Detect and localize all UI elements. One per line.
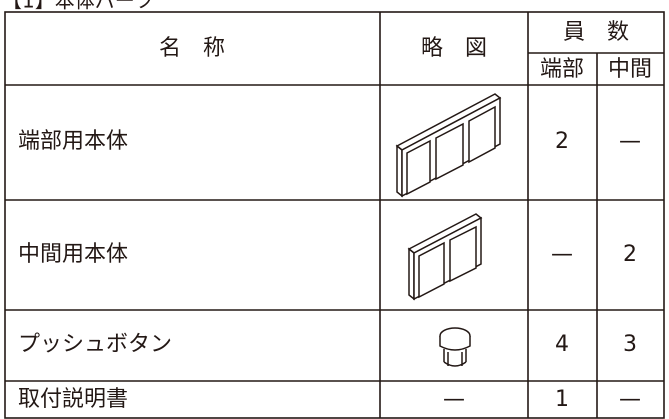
row-figure: — [443, 387, 465, 412]
row-name: 取付説明書 [18, 387, 128, 412]
row-name: プッシュボタン [18, 332, 172, 357]
header-count: 員 数 [563, 20, 629, 45]
row-name: 中間用本体 [18, 242, 128, 267]
row-name: 端部用本体 [18, 129, 128, 154]
push-button-figure [439, 327, 471, 367]
header-middle: 中間 [608, 57, 652, 82]
row-middle: 3 [623, 332, 637, 357]
heading: 【1】本体パーツ [2, 0, 154, 13]
end-unit-figure [395, 93, 502, 198]
row-end: 2 [555, 129, 569, 154]
row-middle: — [619, 387, 641, 412]
row-end: — [551, 242, 573, 267]
row-end: 4 [555, 332, 569, 357]
middle-unit-figure [407, 213, 483, 301]
table-grid [4, 11, 665, 419]
row-middle: — [619, 129, 641, 154]
header-end: 端部 [540, 57, 584, 82]
header-figure: 略 図 [421, 36, 487, 61]
row-middle: 2 [623, 242, 637, 267]
row-end: 1 [555, 387, 569, 412]
header-name: 名 称 [159, 36, 225, 61]
